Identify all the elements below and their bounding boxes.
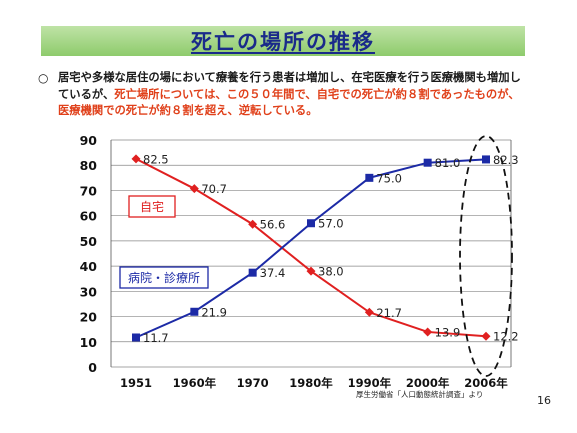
- bullet-marker: ○: [38, 71, 49, 85]
- y-tick-label-0: 0: [88, 360, 97, 375]
- x-tick-label-1: 1960年: [173, 376, 217, 390]
- y-tick-label-10: 10: [80, 335, 98, 350]
- series-1-label-5: 81.0: [435, 156, 461, 170]
- highlight-ellipse-2006: [459, 135, 513, 377]
- x-tick-label-4: 1990年: [348, 376, 392, 390]
- series-0-label-1: 70.7: [201, 182, 227, 196]
- series-1-label-2: 37.4: [260, 266, 286, 280]
- series-0-point-2: [248, 219, 258, 229]
- y-tick-label-80: 80: [80, 158, 98, 173]
- series-name-box-1: [119, 266, 209, 289]
- series-0-point-3: [306, 266, 316, 276]
- series-0-label-2: 56.6: [260, 218, 286, 232]
- y-tick-label-90: 90: [80, 133, 98, 148]
- series-name-0: 自宅: [140, 199, 164, 214]
- series-1-label-3: 57.0: [318, 217, 344, 231]
- plot-area: [111, 140, 511, 367]
- series-1-point-6: [482, 155, 490, 164]
- series-0-point-6: [481, 331, 491, 341]
- x-tick-label-5: 2000年: [406, 376, 450, 390]
- x-tick-label-3: 1980年: [289, 376, 333, 390]
- page-number: 16: [537, 394, 551, 407]
- x-tick-label-6: 2006年: [464, 376, 508, 390]
- series-1-label-4: 75.0: [376, 171, 402, 185]
- series-name-1: 病院・診療所: [128, 270, 200, 285]
- series-0-point-1: [189, 184, 199, 194]
- intro-paragraph: ○ 居宅や多様な居住の場において療養を行う患者は増加し、在宅医療を行う医療機関も…: [38, 70, 528, 120]
- x-tick-label-0: 1951: [120, 376, 152, 390]
- title-banner: 死亡の場所の推移: [41, 26, 525, 56]
- series-1-point-5: [423, 158, 432, 167]
- x-tick-label-2: 1970: [237, 376, 269, 390]
- series-1-point-4: [365, 173, 374, 182]
- y-tick-label-70: 70: [80, 183, 98, 198]
- intro-highlight-text: 死亡場所については、この５０年間で、自宅での死亡が約８割であったものが、医療機関…: [58, 87, 520, 118]
- series-1-label-1: 21.9: [201, 305, 227, 319]
- series-name-box-0: [128, 195, 176, 218]
- series-1-point-3: [307, 219, 315, 228]
- y-tick-label-20: 20: [80, 310, 98, 325]
- series-0-point-5: [423, 327, 433, 337]
- y-tick-label-40: 40: [80, 259, 98, 274]
- page-title: 死亡の場所の推移: [191, 30, 375, 54]
- y-tick-label-30: 30: [80, 284, 98, 299]
- series-1-point-2: [248, 268, 257, 277]
- series-0-label-0: 82.5: [143, 152, 169, 166]
- series-0-label-5: 13.9: [435, 325, 461, 339]
- series-1-label-6: 82.3: [493, 153, 519, 167]
- series-1-label-0: 11.7: [143, 331, 169, 345]
- series-0-label-6: 12.2: [493, 330, 519, 344]
- series-0-point-0: [131, 154, 141, 164]
- source-note: 厚生労働省「人口動態統計調査」より: [356, 390, 484, 399]
- series-1-point-1: [190, 307, 199, 316]
- y-tick-label-60: 60: [80, 209, 98, 224]
- series-0-label-4: 21.7: [376, 306, 402, 320]
- intro-text: 居宅や多様な居住の場において療養を行う患者は増加し、在宅医療を行う医療機関も増加…: [58, 71, 521, 101]
- series-1-point-0: [132, 333, 140, 342]
- series-0-label-3: 38.0: [318, 265, 344, 279]
- series-0-point-4: [364, 307, 374, 317]
- y-tick-label-50: 50: [80, 234, 98, 249]
